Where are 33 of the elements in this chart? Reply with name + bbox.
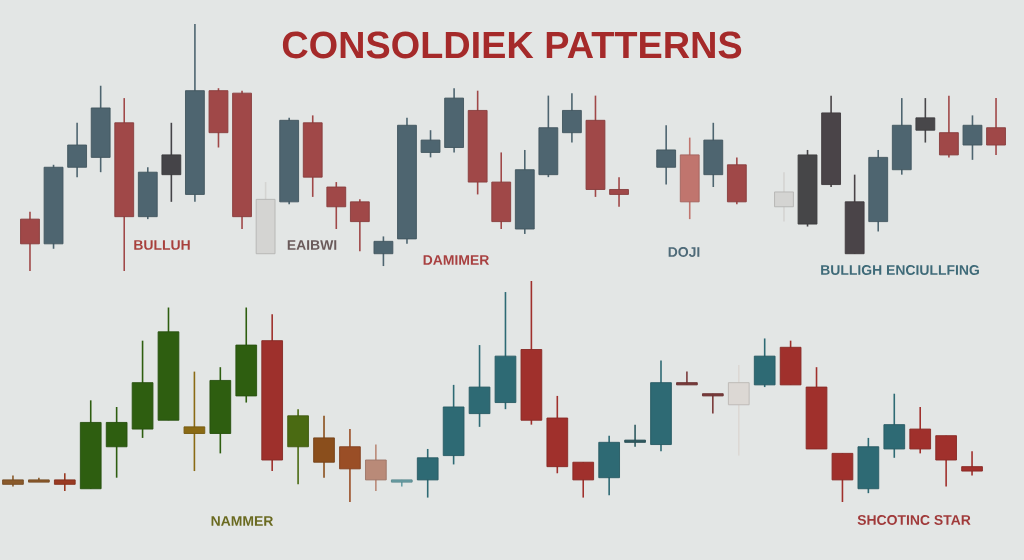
candlestick <box>420 129 441 159</box>
candlestick <box>365 443 387 492</box>
candlestick <box>939 94 959 159</box>
candlestick <box>326 181 347 230</box>
annotation: DAMIMER <box>423 255 490 265</box>
candlestick <box>562 92 582 144</box>
annotation: BULLIGH ENCIULLFING <box>821 265 979 275</box>
candlestick <box>702 392 724 415</box>
candlestick <box>656 124 677 186</box>
candlestick <box>161 122 182 203</box>
chart-title: CONSOLDIEK PATTERNS <box>282 31 742 59</box>
candlestick <box>676 370 698 386</box>
candlestick <box>349 198 370 253</box>
candlestick <box>909 406 932 455</box>
candlestick <box>416 448 439 499</box>
annotation: EAIBWI <box>287 240 337 250</box>
candlestick <box>373 235 394 267</box>
text: NAMMER <box>211 516 274 526</box>
annotation: DOJI <box>668 247 700 257</box>
candlestick <box>624 423 646 448</box>
candlestick <box>915 97 936 144</box>
candlestick <box>67 122 87 178</box>
candlestick <box>572 461 595 499</box>
candlestick <box>962 114 983 161</box>
candlestick <box>986 97 1006 156</box>
candlestick <box>183 370 206 472</box>
candlestick <box>727 364 750 457</box>
candlestick <box>774 171 794 223</box>
candlestick <box>961 450 983 477</box>
text: SHCOTINC STAR <box>857 515 971 525</box>
candlestick <box>609 176 629 208</box>
candlestick <box>339 428 361 503</box>
annotation: BULLUH <box>134 240 190 250</box>
